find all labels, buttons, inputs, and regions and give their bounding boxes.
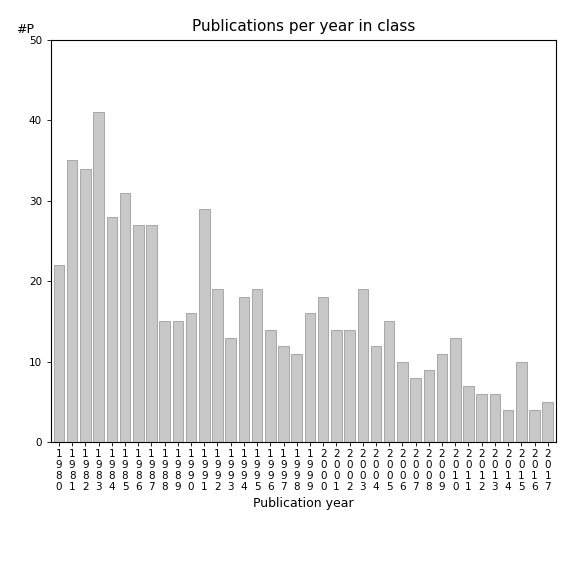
Bar xyxy=(331,329,342,442)
Bar xyxy=(424,370,434,442)
Bar xyxy=(226,337,236,442)
Bar xyxy=(476,394,487,442)
Bar xyxy=(199,209,210,442)
Bar xyxy=(80,168,91,442)
Bar xyxy=(133,225,143,442)
Bar xyxy=(252,289,263,442)
Bar xyxy=(265,329,276,442)
Bar xyxy=(107,217,117,442)
Bar xyxy=(371,346,381,442)
Bar xyxy=(186,314,196,442)
Bar xyxy=(318,297,328,442)
Bar xyxy=(490,394,500,442)
Bar xyxy=(120,193,130,442)
Bar xyxy=(159,321,170,442)
Bar xyxy=(172,321,183,442)
Bar xyxy=(278,346,289,442)
Bar xyxy=(529,410,540,442)
Bar xyxy=(54,265,64,442)
Bar xyxy=(397,362,408,442)
Bar xyxy=(146,225,156,442)
Bar xyxy=(543,402,553,442)
Bar xyxy=(94,112,104,442)
Bar xyxy=(291,354,302,442)
Bar xyxy=(358,289,368,442)
Bar xyxy=(344,329,355,442)
Bar xyxy=(516,362,527,442)
Bar xyxy=(212,289,223,442)
Bar xyxy=(437,354,447,442)
X-axis label: Publication year: Publication year xyxy=(253,497,354,510)
Bar xyxy=(67,160,78,442)
Text: #P: #P xyxy=(16,23,33,36)
Bar xyxy=(450,337,460,442)
Bar xyxy=(239,297,249,442)
Bar xyxy=(411,378,421,442)
Bar xyxy=(503,410,513,442)
Title: Publications per year in class: Publications per year in class xyxy=(192,19,415,35)
Bar xyxy=(463,386,474,442)
Bar xyxy=(384,321,395,442)
Bar xyxy=(304,314,315,442)
